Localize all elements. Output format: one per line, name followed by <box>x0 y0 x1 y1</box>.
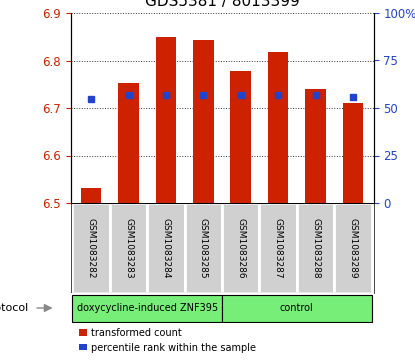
Bar <box>343 103 363 203</box>
Bar <box>193 40 214 203</box>
Title: GDS5381 / 8013399: GDS5381 / 8013399 <box>145 0 299 9</box>
Bar <box>118 83 139 203</box>
Text: GSM1083288: GSM1083288 <box>311 218 320 278</box>
Text: GSM1083285: GSM1083285 <box>199 218 208 278</box>
Bar <box>222 203 259 293</box>
Bar <box>297 203 334 293</box>
Text: protocol: protocol <box>0 303 28 313</box>
Text: doxycycline-induced ZNF395: doxycycline-induced ZNF395 <box>77 303 218 313</box>
Text: GSM1083287: GSM1083287 <box>273 218 283 278</box>
Text: GSM1083284: GSM1083284 <box>161 218 171 278</box>
Bar <box>185 203 222 293</box>
Text: transformed count: transformed count <box>91 328 182 338</box>
Bar <box>334 203 371 293</box>
Bar <box>156 37 176 203</box>
Bar <box>110 203 147 293</box>
Bar <box>268 52 288 203</box>
Bar <box>73 295 222 322</box>
Text: GSM1083286: GSM1083286 <box>236 218 245 278</box>
Bar <box>230 71 251 203</box>
Text: control: control <box>280 303 314 313</box>
Bar <box>147 203 185 293</box>
Bar <box>81 188 101 203</box>
Bar <box>73 203 110 293</box>
Bar <box>259 203 297 293</box>
Bar <box>222 295 371 322</box>
Text: GSM1083289: GSM1083289 <box>349 218 357 278</box>
Text: GSM1083282: GSM1083282 <box>87 218 95 278</box>
Bar <box>305 89 326 203</box>
Text: GSM1083283: GSM1083283 <box>124 218 133 278</box>
Text: percentile rank within the sample: percentile rank within the sample <box>91 343 256 353</box>
